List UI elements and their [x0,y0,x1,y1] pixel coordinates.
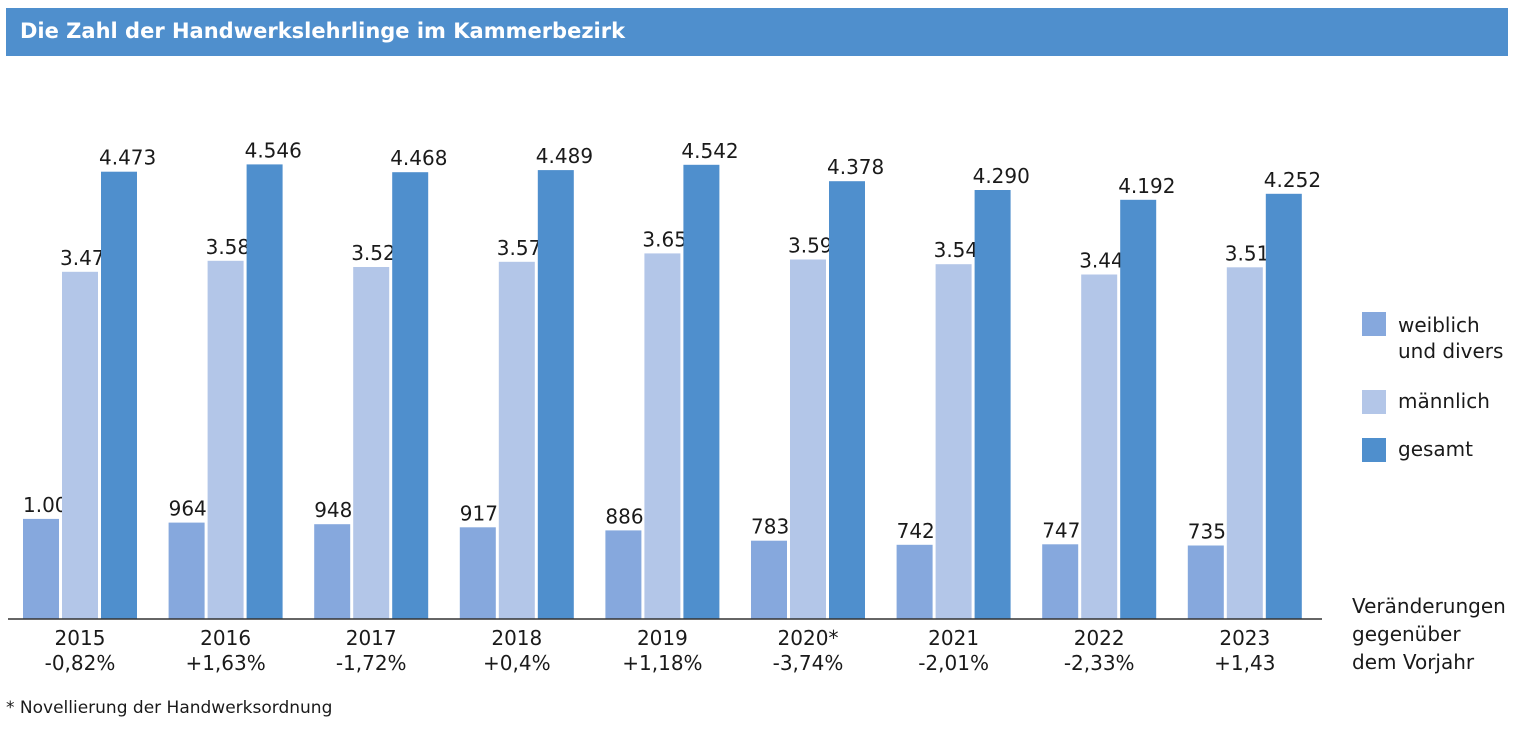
x-tick-label-2020: 2020* [778,626,839,650]
x-tick-label-2022: 2022 [1074,626,1125,650]
change-label-2021: -2,01% [918,651,989,675]
bar-2020-maennlich [790,259,826,619]
bar-2020-gesamt [829,181,865,619]
data-label-2020-gesamt: 4.378 [827,155,884,179]
bar-2017-maennlich [353,267,390,619]
bar-2017-gesamt [392,172,429,619]
legend-label-weiblich-line2: und divers [1398,339,1504,363]
bar-2023-maennlich [1226,267,1263,619]
change-label-2022: -2,33% [1064,651,1135,675]
bar-2016-weiblich [168,522,205,619]
data-label-2017-gesamt: 4.468 [390,146,447,170]
legend-swatch-weiblich [1362,312,1386,336]
change-note: Veränderungen gegenüber dem Vorjahr [1352,592,1512,676]
data-label-2020-weiblich: 783 [751,515,789,539]
x-tick-label-2021: 2021 [928,626,979,650]
bar-2020-weiblich [751,540,787,619]
change-label-2018: +0,4% [483,651,551,675]
legend-swatch-maennlich [1362,390,1386,414]
change-label-2019: +1,18% [622,651,702,675]
data-label-2022-gesamt: 4.192 [1118,174,1175,198]
data-label-2016-weiblich: 964 [169,497,207,521]
change-note-line2: gegenüber [1352,622,1461,646]
bar-2021-gesamt [974,190,1011,619]
data-label-2019-gesamt: 4.542 [681,139,738,163]
bar-2022-gesamt [1120,199,1157,620]
data-label-2016-gesamt: 4.546 [245,138,302,162]
change-label-2017: -1,72% [336,651,407,675]
bar-2019-weiblich [605,530,642,619]
bar-2019-gesamt [683,164,720,620]
data-label-2018-gesamt: 4.489 [536,144,593,168]
bar-2017-weiblich [314,524,351,619]
x-tick-label-2017: 2017 [346,626,397,650]
bar-2021-weiblich [896,544,933,619]
data-label-2017-weiblich: 948 [314,498,352,522]
change-label-2020: -3,74% [773,651,844,675]
x-tick-label-2018: 2018 [491,626,542,650]
x-tick-label-2019: 2019 [637,626,688,650]
bar-2021-maennlich [935,264,972,619]
data-label-2015-gesamt: 4.473 [99,146,156,170]
data-label-2018-weiblich: 917 [460,501,498,525]
x-tick-label-2016: 2016 [200,626,251,650]
change-label-2023: +1,43 [1214,651,1275,675]
data-label-2019-weiblich: 886 [605,504,643,528]
legend-label-weiblich-line1: weiblich [1398,313,1480,337]
data-label-2021-weiblich: 742 [897,519,935,543]
title-bar: Die Zahl der Handwerkslehrlinge im Kamme… [6,8,1508,56]
x-tick-label-2023: 2023 [1219,626,1270,650]
legend-label-maennlich: männlich [1398,389,1490,413]
legend-swatch-gesamt [1362,438,1386,462]
bar-2015-weiblich [23,518,59,619]
x-tick-label-2015: 2015 [55,626,106,650]
bar-2015-maennlich [62,271,98,619]
bar-2019-maennlich [644,253,681,619]
legend-item-weiblich: weiblich und divers [1362,312,1512,364]
bar-2018-gesamt [537,170,574,619]
chart-title: Die Zahl der Handwerkslehrlinge im Kamme… [20,19,626,43]
change-note-line3: dem Vorjahr [1352,650,1475,674]
data-label-2022-weiblich: 747 [1042,518,1080,542]
bar-2018-maennlich [498,261,535,619]
bar-2022-maennlich [1081,274,1118,619]
legend-label-gesamt: gesamt [1398,437,1473,461]
change-label-2015: -0,82% [45,651,116,675]
bar-2016-maennlich [207,260,244,619]
footnote: * Novellierung der Handwerksordnung [6,698,333,718]
data-label-2023-gesamt: 4.252 [1264,168,1321,192]
legend-item-gesamt: gesamt [1362,436,1512,488]
change-note-line1: Veränderungen [1352,594,1506,618]
bar-2023-weiblich [1187,545,1224,619]
legend: weiblich und divers männlich gesamt [1362,312,1512,488]
bar-2015-gesamt [101,171,137,619]
bar-2018-weiblich [459,527,496,619]
data-label-2023-weiblich: 735 [1188,520,1226,544]
data-label-2021-gesamt: 4.290 [973,164,1030,188]
bar-2016-gesamt [246,164,283,619]
change-label-2016: +1,63% [185,651,265,675]
bar-2023-gesamt [1265,193,1302,620]
bar-2022-weiblich [1042,544,1079,619]
legend-item-maennlich: männlich [1362,388,1512,440]
